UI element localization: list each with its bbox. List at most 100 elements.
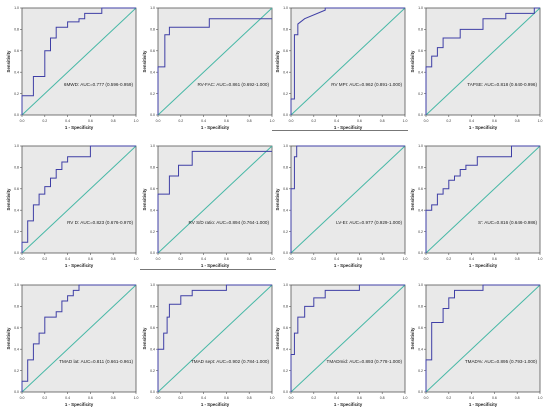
roc-curve xyxy=(157,284,272,392)
roc-panel: 0.0 0.0 0.2 0.2 0.4 0.4 0.6 0.6 0.8 0.8 1.0 1.0 LV-E… xyxy=(275,142,409,270)
separator-line xyxy=(140,269,276,270)
x-tick-label: 0.0 xyxy=(156,396,161,400)
y-tick-label: 0.2 xyxy=(14,230,19,234)
x-tick-label: 0.2 xyxy=(178,396,183,400)
roc-chart: 0.00.0 0.2 0.2 0.4 0.4 0.6 0.6 0.8 0.8 1.0 1.0 S': … xyxy=(410,144,542,268)
x-tick-label: 1.0 xyxy=(270,257,275,261)
roc-panel: 0.0 0.0 0.2 0.2 0.4 0.4 0.6 0.6 0.8 0.8 1.0 1.0 S': … xyxy=(410,142,544,270)
y-axis-label: Sensitivity xyxy=(142,50,147,73)
roc-panel: 0.0 0.0 0.2 0.2 0.4 0.4 0.6 0.6 0.8 0.8 1.0 1.0 RV-F… xyxy=(142,4,276,132)
y-tick-label: 0.0 xyxy=(14,113,19,117)
y-tick-label: 0.4 xyxy=(14,70,19,74)
x-tick-label: 0.0 xyxy=(20,119,25,123)
x-axis-label: 1 - Specificity xyxy=(201,125,230,130)
y-tick-label: 0.4 xyxy=(283,208,288,212)
y-tick-label: 0.4 xyxy=(283,70,288,74)
y-tick-label: 0.8 xyxy=(14,305,19,309)
x-tick-label: 0.0 xyxy=(289,119,294,123)
x-axis-label: 1 - Specificity xyxy=(65,402,94,407)
y-axis-label: Sensitivity xyxy=(275,50,280,73)
y-tick-label: 0.6 xyxy=(418,326,423,330)
y-tick-label: 0.0 xyxy=(150,113,155,117)
y-tick-label: 1.0 xyxy=(283,6,288,10)
x-tick-label: 0.8 xyxy=(247,119,252,123)
y-tick-label: 1.0 xyxy=(418,6,423,10)
auc-label: TMAD%: AUC=0.895 (0.793-1.000) xyxy=(465,359,538,364)
roc-chart: 0.00.0 0.2 0.2 0.4 0.4 0.6 0.6 0.8 0.8 1.0 1.0 6MWD… xyxy=(6,6,138,130)
x-tick-label: 0.0 xyxy=(424,119,429,123)
y-tick-label: 1.0 xyxy=(150,144,155,148)
auc-label: S': AUC=0.816 (0.646-0.986) xyxy=(478,220,537,225)
y-tick-label: 0.8 xyxy=(150,166,155,170)
auc-label: LV-EI: AUC=0.977 (0.929-1.000) xyxy=(336,220,402,225)
y-tick-label: 0.6 xyxy=(283,326,288,330)
x-tick-label: 1.0 xyxy=(403,257,408,261)
x-tick-label: 0.4 xyxy=(334,257,339,261)
x-tick-label: 0.6 xyxy=(224,396,229,400)
x-tick-label: 0.6 xyxy=(492,119,497,123)
roc-panel: 0.0 0.0 0.2 0.2 0.4 0.4 0.6 0.6 0.8 0.8 1.0 1.0 TAPS… xyxy=(410,4,544,132)
roc-curve xyxy=(157,18,272,115)
x-tick-label: 0.6 xyxy=(88,119,93,123)
y-tick-label: 1.0 xyxy=(150,6,155,10)
auc-label: RV-FAC: AUC=0.861 (0.692-1.000) xyxy=(197,82,269,87)
y-axis-label: Sensitivity xyxy=(275,188,280,211)
auc-label: RV MPI: AUC=0.962 (0.891-1.000) xyxy=(331,82,402,87)
x-tick-label: 1.0 xyxy=(538,119,543,123)
reference-diagonal xyxy=(157,145,273,254)
y-tick-label: 0.6 xyxy=(283,49,288,53)
x-tick-label: 0.8 xyxy=(111,257,116,261)
x-tick-label: 0.6 xyxy=(357,396,362,400)
y-tick-label: 0.8 xyxy=(150,305,155,309)
reference-diagonal xyxy=(21,284,137,393)
x-tick-label: 0.6 xyxy=(357,119,362,123)
y-axis-label: Sensitivity xyxy=(142,327,147,350)
x-axis-label: 1 - Specificity xyxy=(65,125,94,130)
y-tick-label: 0.8 xyxy=(14,166,19,170)
x-tick-label: 0.2 xyxy=(311,119,316,123)
x-axis-label: 1 - Specificity xyxy=(65,263,94,268)
y-tick-label: 0.0 xyxy=(283,251,288,255)
y-tick-label: 0.2 xyxy=(418,230,423,234)
roc-panel: 0.0 0.0 0.2 0.2 0.4 0.4 0.6 0.6 0.8 0.8 1.0 1.0 TMAD… xyxy=(275,281,409,409)
x-tick-label: 0.4 xyxy=(65,119,70,123)
y-tick-label: 0.6 xyxy=(418,49,423,53)
x-tick-label: 1.0 xyxy=(134,257,139,261)
reference-diagonal xyxy=(290,284,406,393)
x-tick-label: 0.2 xyxy=(311,257,316,261)
x-tick-label: 0.4 xyxy=(65,257,70,261)
y-tick-label: 0.8 xyxy=(418,305,423,309)
roc-panel: 0.0 0.0 0.2 0.2 0.4 0.4 0.6 0.6 0.8 0.8 1.0 1.0 RV D… xyxy=(6,142,140,270)
roc-curve xyxy=(21,284,136,392)
x-tick-label: 0.0 xyxy=(424,257,429,261)
x-tick-label: 0.4 xyxy=(469,396,474,400)
y-tick-label: 0.0 xyxy=(418,251,423,255)
reference-diagonal xyxy=(21,7,137,116)
y-tick-label: 0.2 xyxy=(150,230,155,234)
y-tick-label: 0.0 xyxy=(283,390,288,394)
y-tick-label: 0.6 xyxy=(150,49,155,53)
y-axis-label: Sensitivity xyxy=(6,188,11,211)
y-tick-label: 1.0 xyxy=(14,144,19,148)
reference-diagonal xyxy=(425,7,541,116)
roc-panel: 0.0 0.0 0.2 0.2 0.4 0.4 0.6 0.6 0.8 0.8 1.0 1.0 RV S… xyxy=(142,142,276,270)
x-axis-label: 1 - Specificity xyxy=(469,263,498,268)
y-tick-label: 0.8 xyxy=(150,28,155,32)
x-tick-label: 1.0 xyxy=(403,396,408,400)
auc-label: TMAD sept: AUC=0.902 (0.784-1.000) xyxy=(191,359,269,364)
x-tick-label: 0.4 xyxy=(334,396,339,400)
auc-label: RV D: AUC=0.823 (0.676-0.970) xyxy=(67,220,133,225)
x-tick-label: 0.4 xyxy=(334,119,339,123)
auc-label: TMAD lat: AUC=0.811 (0.661-0.961) xyxy=(59,359,133,364)
roc-panel: 0.0 0.0 0.2 0.2 0.4 0.4 0.6 0.6 0.8 0.8 1.0 1.0 TMAD… xyxy=(142,281,276,409)
auc-label: 6MWD: AUC=0.777 (0.596-0.959) xyxy=(64,82,134,87)
x-axis-label: 1 - Specificity xyxy=(469,402,498,407)
x-tick-label: 0.2 xyxy=(42,257,47,261)
x-tick-label: 0.2 xyxy=(446,257,451,261)
auc-label: TMADmid: AUC=0.893 (0.778-1.000) xyxy=(327,359,403,364)
reference-diagonal xyxy=(290,7,406,116)
y-tick-label: 0.2 xyxy=(418,369,423,373)
separator-line xyxy=(272,130,408,131)
x-tick-label: 0.0 xyxy=(289,257,294,261)
x-axis-label: 1 - Specificity xyxy=(201,263,230,268)
